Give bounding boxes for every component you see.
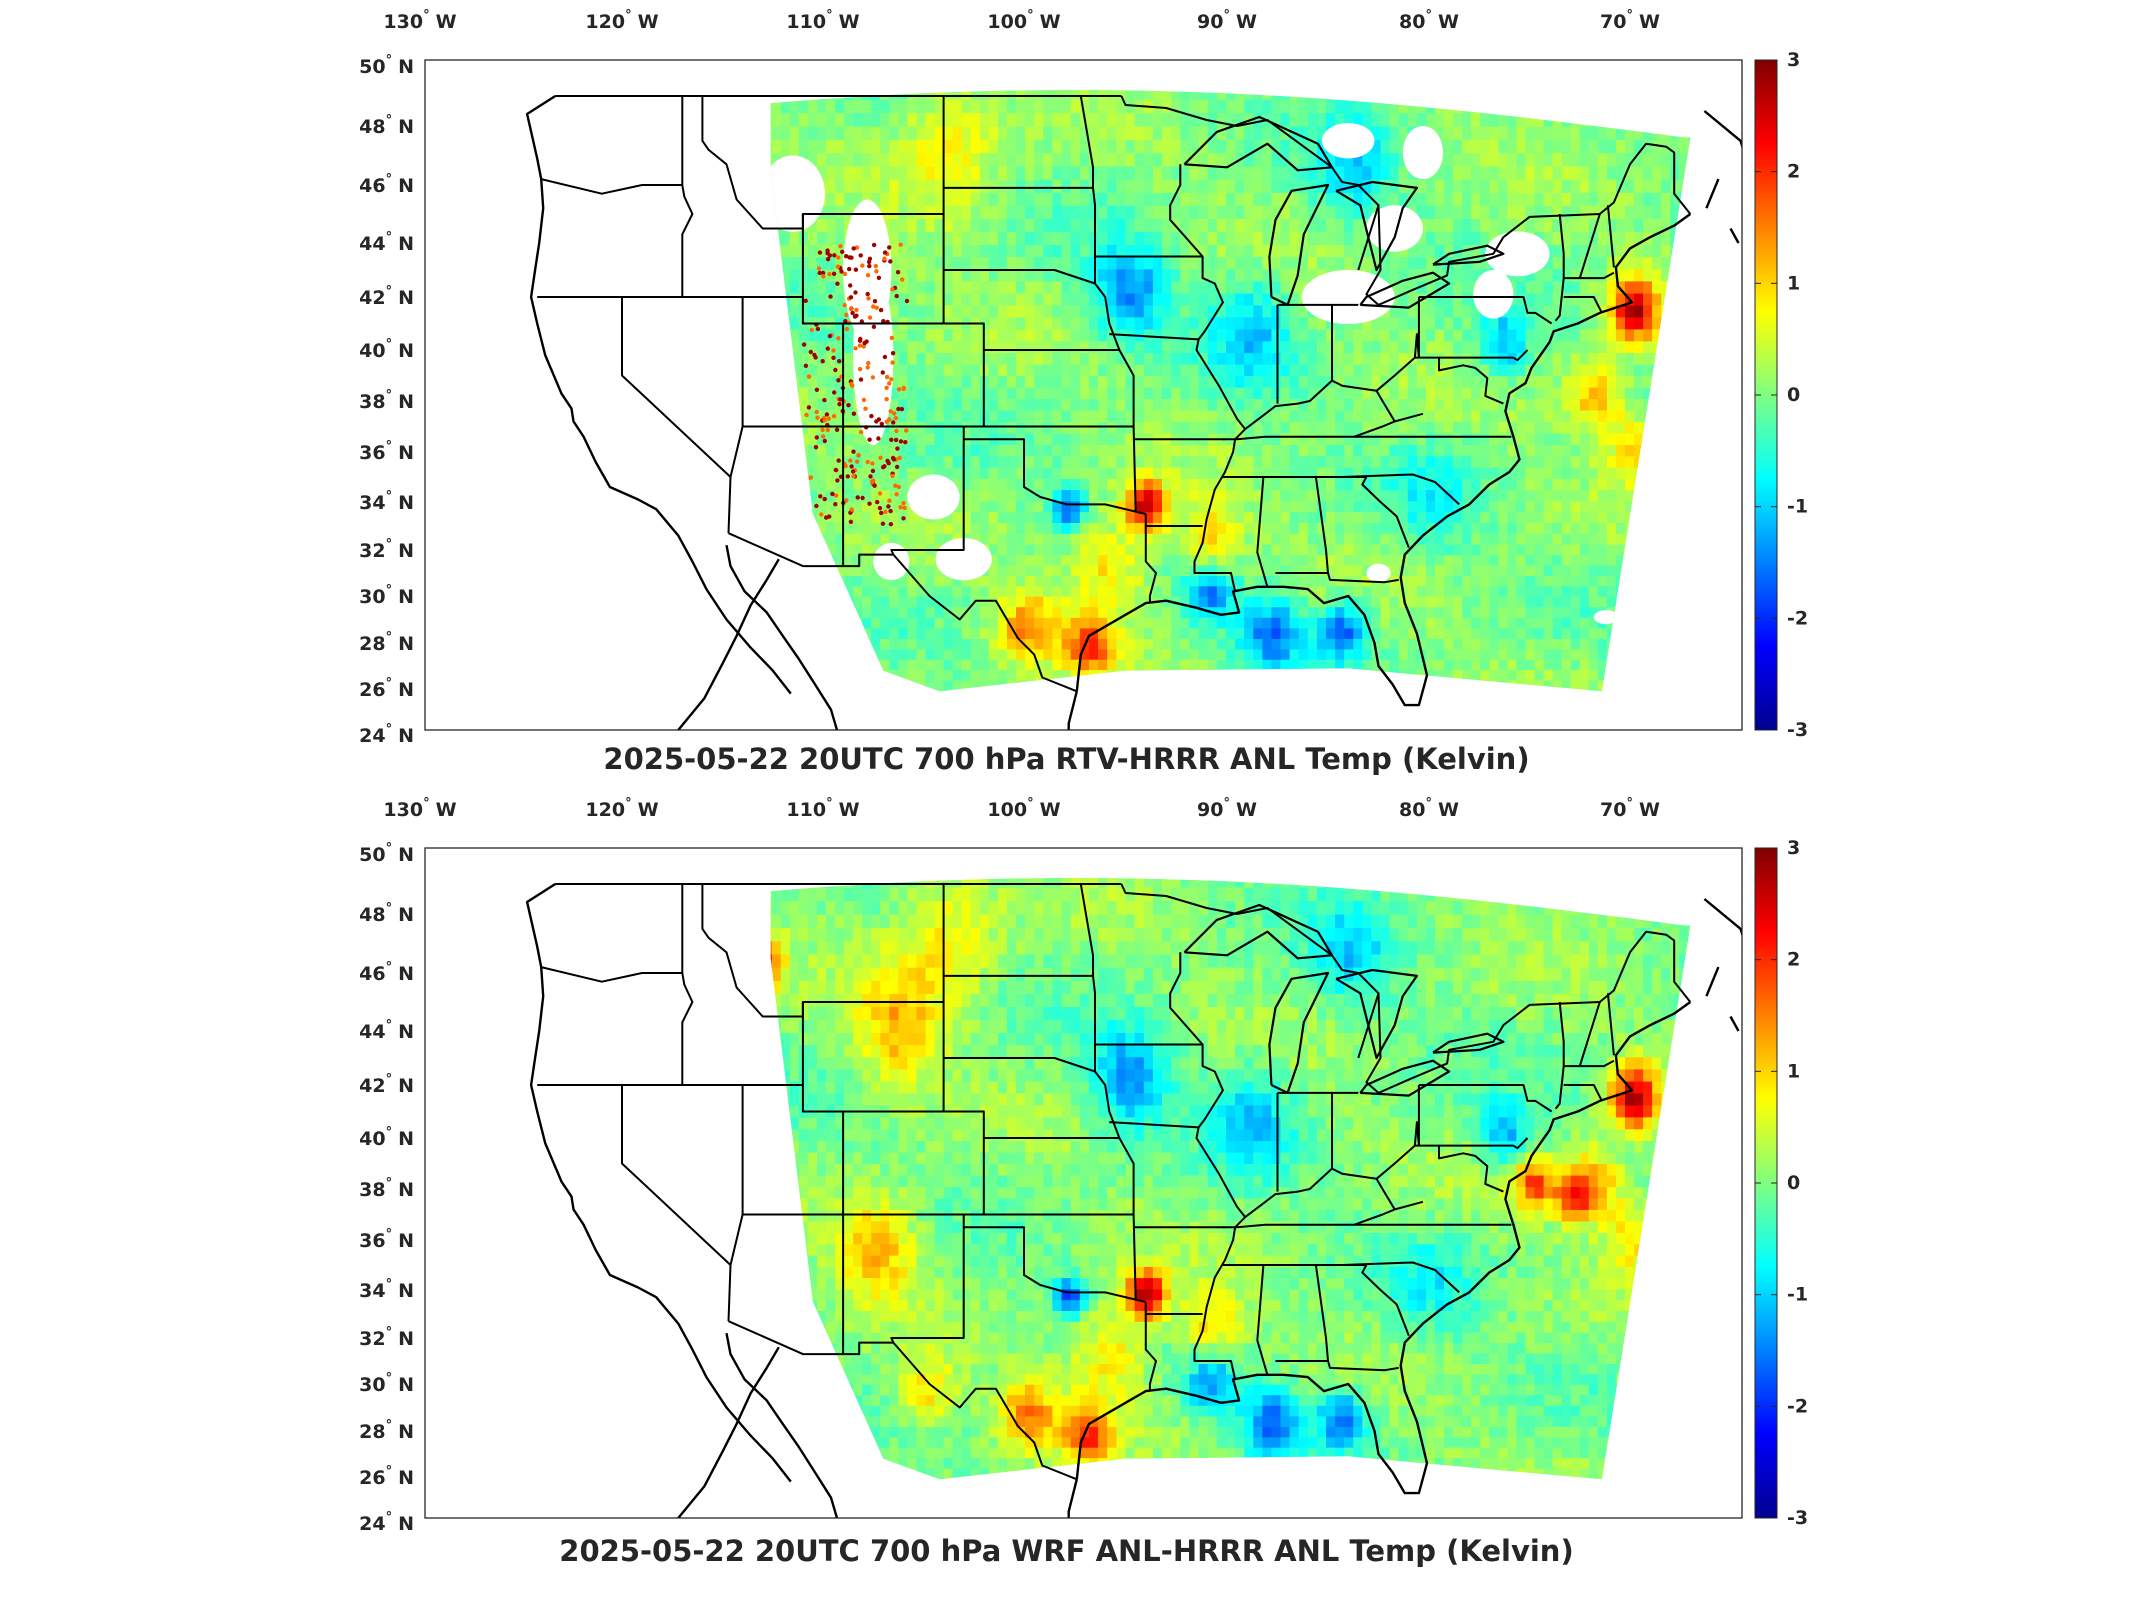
lon-tick-label: 110° W (786, 796, 859, 821)
lon-tick-label: 130° W (383, 796, 456, 821)
lat-tick-label: 48° N (359, 901, 414, 926)
lat-tick-label: 50° N (359, 53, 414, 78)
lon-tick-label: 100° W (987, 796, 1060, 821)
lon-tick-label: 90° W (1197, 8, 1257, 33)
lon-tick-label: 100° W (987, 8, 1060, 33)
map-figure: 130° W 120° W 110° W 100° W 90° W 80° W 70° W 50° N 48° N… (359, 8, 1808, 747)
lat-tick-label: 46° N (359, 960, 414, 985)
lat-tick-label: 36° N (359, 1227, 414, 1252)
panel-title: 2025-05-22 20UTC 700 hPa WRF ANL-HRRR AN… (559, 1534, 1574, 1568)
plot-frame (424, 847, 1743, 1519)
lat-tick-label: 34° N (359, 489, 414, 514)
colorbar-tick-label: 0 (1787, 384, 1800, 406)
map-borders (525, 94, 1742, 730)
lat-tick-label: 38° N (359, 388, 414, 413)
lon-tick-label: 80° W (1399, 8, 1459, 33)
colorbar-tick-label: 2 (1787, 161, 1800, 183)
colorbar-tick-label: -2 (1787, 1395, 1808, 1417)
lat-tick-label: 34° N (359, 1277, 414, 1302)
lat-tick-label: 28° N (359, 1418, 414, 1443)
lat-tick-label: 36° N (359, 439, 414, 464)
colorbar-tick-label: -3 (1787, 719, 1808, 741)
lon-tick-label: 90° W (1197, 796, 1257, 821)
lon-tick-label: 70° W (1600, 796, 1660, 821)
colorbar-tick-label: 1 (1787, 272, 1800, 294)
colorbar-tick-label: 2 (1787, 949, 1800, 971)
colorbar-tick-label: -2 (1787, 607, 1808, 629)
lon-tick-label: 130° W (383, 8, 456, 33)
anomaly-field (770, 878, 1691, 1480)
colorbar: 3 2 1 0 -1 -2 -3 (1754, 49, 1808, 741)
lat-tick-label: 42° N (359, 284, 414, 309)
map-panel-rtv: 130° W 120° W 110° W 100° W 90° W 80° W 70° W 50° N 48° N… (0, 0, 2133, 790)
lat-tick-label: 48° N (359, 113, 414, 138)
plot-frame (424, 59, 1743, 731)
lat-tick-label: 30° N (359, 583, 414, 608)
lat-tick-label: 44° N (359, 230, 414, 255)
lon-tick-label: 120° W (585, 8, 658, 33)
lat-tick-label: 30° N (359, 1371, 414, 1396)
lat-tick-label: 24° N (359, 1510, 414, 1535)
lat-tick-label: 50° N (359, 841, 414, 866)
lon-tick-label: 120° W (585, 796, 658, 821)
map-panel-wrf: 130° W 120° W 110° W 100° W 90° W 80° W 70° W 50° N 48° N… (0, 788, 2133, 1600)
colorbar-tick-label: 3 (1787, 837, 1800, 859)
lat-tick-label: 28° N (359, 630, 414, 655)
lat-tick-label: 32° N (359, 537, 414, 562)
colorbar: 3 2 1 0 -1 -2 -3 (1754, 837, 1808, 1529)
lat-tick-label: 42° N (359, 1072, 414, 1097)
panel-title: 2025-05-22 20UTC 700 hPa RTV-HRRR ANL Te… (603, 742, 1530, 776)
lon-tick-label: 110° W (786, 8, 859, 33)
colorbar-tick-label: 0 (1787, 1172, 1800, 1194)
colorbar-tick-label: -1 (1787, 496, 1808, 518)
lon-tick-label: 70° W (1600, 8, 1660, 33)
data-gaps (770, 123, 1618, 625)
colorbar-tick-label: -1 (1787, 1284, 1808, 1306)
map-figure: 130° W 120° W 110° W 100° W 90° W 80° W 70° W 50° N 48° N… (359, 796, 1808, 1535)
lat-tick-label: 26° N (359, 1464, 414, 1489)
map-borders (525, 882, 1742, 1518)
colorbar-tick-label: -3 (1787, 1507, 1808, 1529)
lat-tick-label: 38° N (359, 1176, 414, 1201)
lat-tick-label: 40° N (359, 1125, 414, 1150)
lat-tick-label: 46° N (359, 172, 414, 197)
lat-tick-label: 40° N (359, 337, 414, 362)
lat-tick-label: 26° N (359, 676, 414, 701)
colorbar-tick-label: 3 (1787, 49, 1800, 71)
lat-tick-label: 44° N (359, 1018, 414, 1043)
anomaly-field (770, 90, 1691, 692)
lat-tick-label: 24° N (359, 722, 414, 747)
lon-tick-label: 80° W (1399, 796, 1459, 821)
colorbar-tick-label: 1 (1787, 1060, 1800, 1082)
lat-tick-label: 32° N (359, 1325, 414, 1350)
